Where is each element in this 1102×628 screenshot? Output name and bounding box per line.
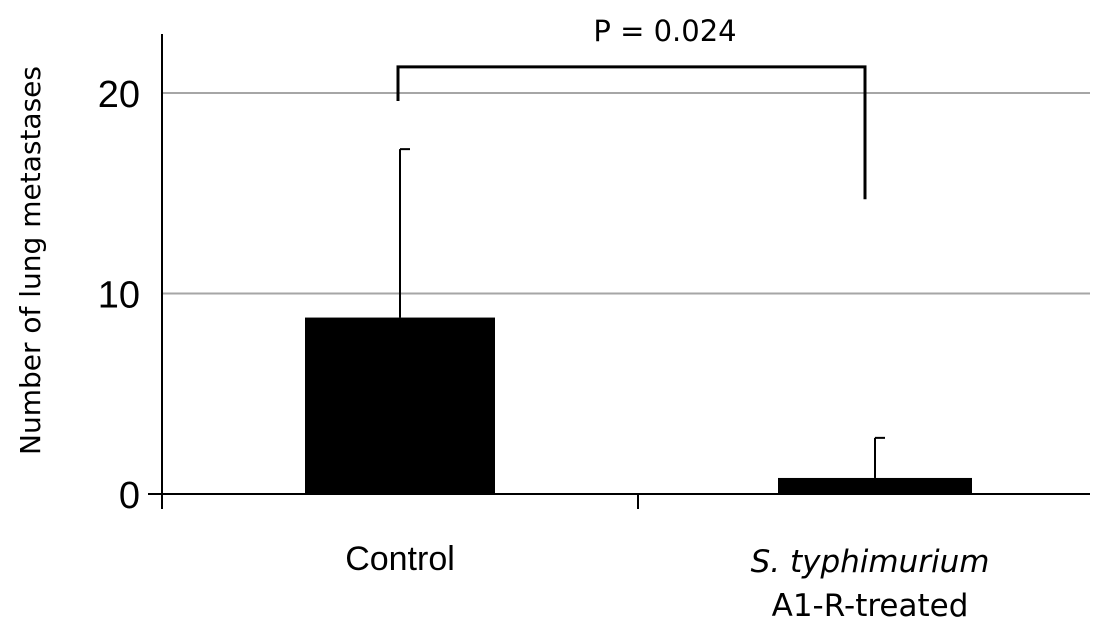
p-value-annotation: P = 0.024 <box>593 14 737 48</box>
y-tick-label-20: 20 <box>98 74 140 116</box>
y-tick-label-10: 10 <box>98 275 140 317</box>
x-tick-label-treated: S. typhimurium A1-R-treated <box>700 540 1040 628</box>
significance-bracket <box>396 65 867 200</box>
bar-1 <box>778 477 972 494</box>
y-tick-label-0: 0 <box>119 475 140 517</box>
x-tick-label-treated-line1: S. typhimurium <box>750 544 990 580</box>
bar-0 <box>305 317 495 494</box>
y-axis-label: Number of lung metastases <box>13 65 47 455</box>
x-tick-label-treated-line2: A1-R-treated <box>771 588 969 624</box>
x-tick-label-control: Control <box>345 540 455 578</box>
